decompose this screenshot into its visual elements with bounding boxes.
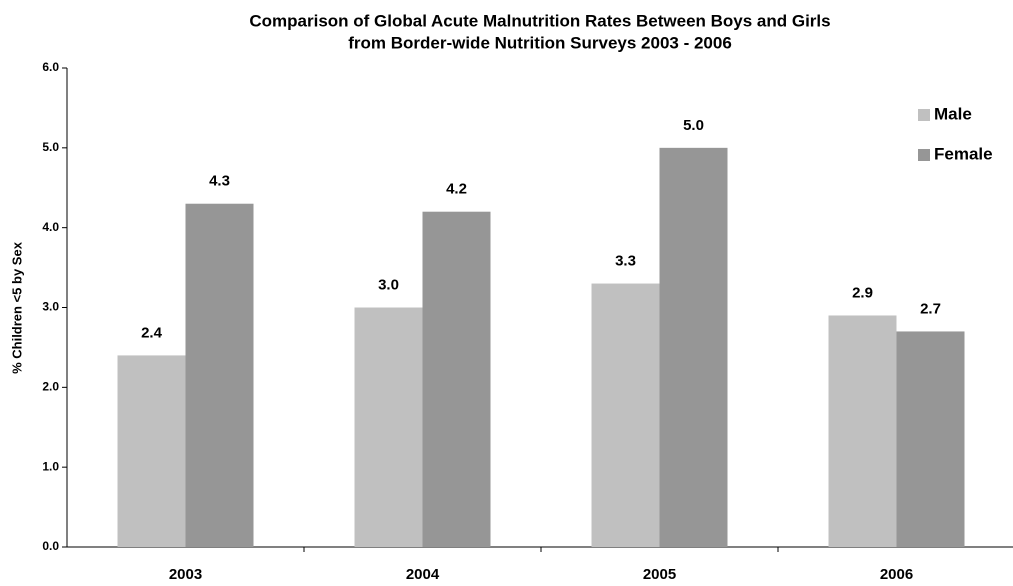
legend-swatch <box>918 149 930 161</box>
bar <box>896 331 965 547</box>
chart-title: Comparison of Global Acute Malnutrition … <box>249 11 830 30</box>
y-tick-label: 3.0 <box>42 300 59 314</box>
y-tick-label: 6.0 <box>42 60 59 74</box>
bar <box>422 211 491 547</box>
bar <box>591 283 660 547</box>
x-tick-label: 2003 <box>169 566 202 583</box>
bar <box>117 355 186 547</box>
value-label: 3.0 <box>378 276 399 293</box>
bar <box>354 307 423 547</box>
bar <box>828 315 897 547</box>
chart-title: from Border-wide Nutrition Surveys 2003 … <box>348 33 732 52</box>
y-tick-label: 1.0 <box>42 459 59 473</box>
x-tick-label: 2005 <box>643 566 676 583</box>
y-axis-label: % Children <5 by Sex <box>9 241 24 374</box>
value-label: 2.4 <box>141 324 163 341</box>
y-tick-label: 2.0 <box>42 380 59 394</box>
x-tick-label: 2004 <box>406 566 440 583</box>
y-tick-label: 0.0 <box>42 539 59 553</box>
y-tick-label: 5.0 <box>42 140 59 154</box>
x-tick-label: 2006 <box>880 566 913 583</box>
bar <box>185 203 254 547</box>
value-label: 3.3 <box>615 253 636 270</box>
legend-swatch <box>918 109 930 121</box>
legend-label: Male <box>934 104 972 123</box>
bar <box>659 147 728 548</box>
value-label: 5.0 <box>683 117 704 134</box>
value-label: 2.9 <box>852 284 873 301</box>
value-label: 2.7 <box>920 300 941 317</box>
legend-label: Female <box>934 144 993 163</box>
value-label: 4.3 <box>209 173 230 190</box>
y-tick-label: 4.0 <box>42 220 59 234</box>
value-label: 4.2 <box>446 181 467 198</box>
